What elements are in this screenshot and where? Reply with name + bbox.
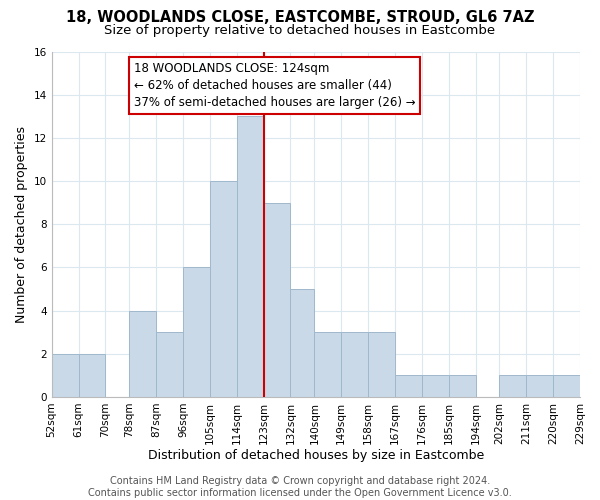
Text: Contains HM Land Registry data © Crown copyright and database right 2024.
Contai: Contains HM Land Registry data © Crown c…: [88, 476, 512, 498]
Bar: [79, 354, 106, 397]
Bar: [183, 268, 210, 397]
Text: Size of property relative to detached houses in Eastcombe: Size of property relative to detached ho…: [104, 24, 496, 37]
Bar: [290, 289, 314, 397]
Bar: [499, 376, 526, 397]
Bar: [368, 332, 395, 397]
Bar: [237, 116, 263, 397]
Bar: [52, 354, 79, 397]
Bar: [395, 376, 422, 397]
Bar: [553, 376, 580, 397]
Bar: [314, 332, 341, 397]
Bar: [156, 332, 183, 397]
Y-axis label: Number of detached properties: Number of detached properties: [15, 126, 28, 322]
Text: 18 WOODLANDS CLOSE: 124sqm
← 62% of detached houses are smaller (44)
37% of semi: 18 WOODLANDS CLOSE: 124sqm ← 62% of deta…: [134, 62, 415, 109]
Bar: [449, 376, 476, 397]
X-axis label: Distribution of detached houses by size in Eastcombe: Distribution of detached houses by size …: [148, 450, 484, 462]
Bar: [341, 332, 368, 397]
Bar: [129, 310, 156, 397]
Bar: [422, 376, 449, 397]
Bar: [526, 376, 553, 397]
Bar: [263, 202, 290, 397]
Text: 18, WOODLANDS CLOSE, EASTCOMBE, STROUD, GL6 7AZ: 18, WOODLANDS CLOSE, EASTCOMBE, STROUD, …: [66, 10, 534, 25]
Bar: [210, 181, 237, 397]
